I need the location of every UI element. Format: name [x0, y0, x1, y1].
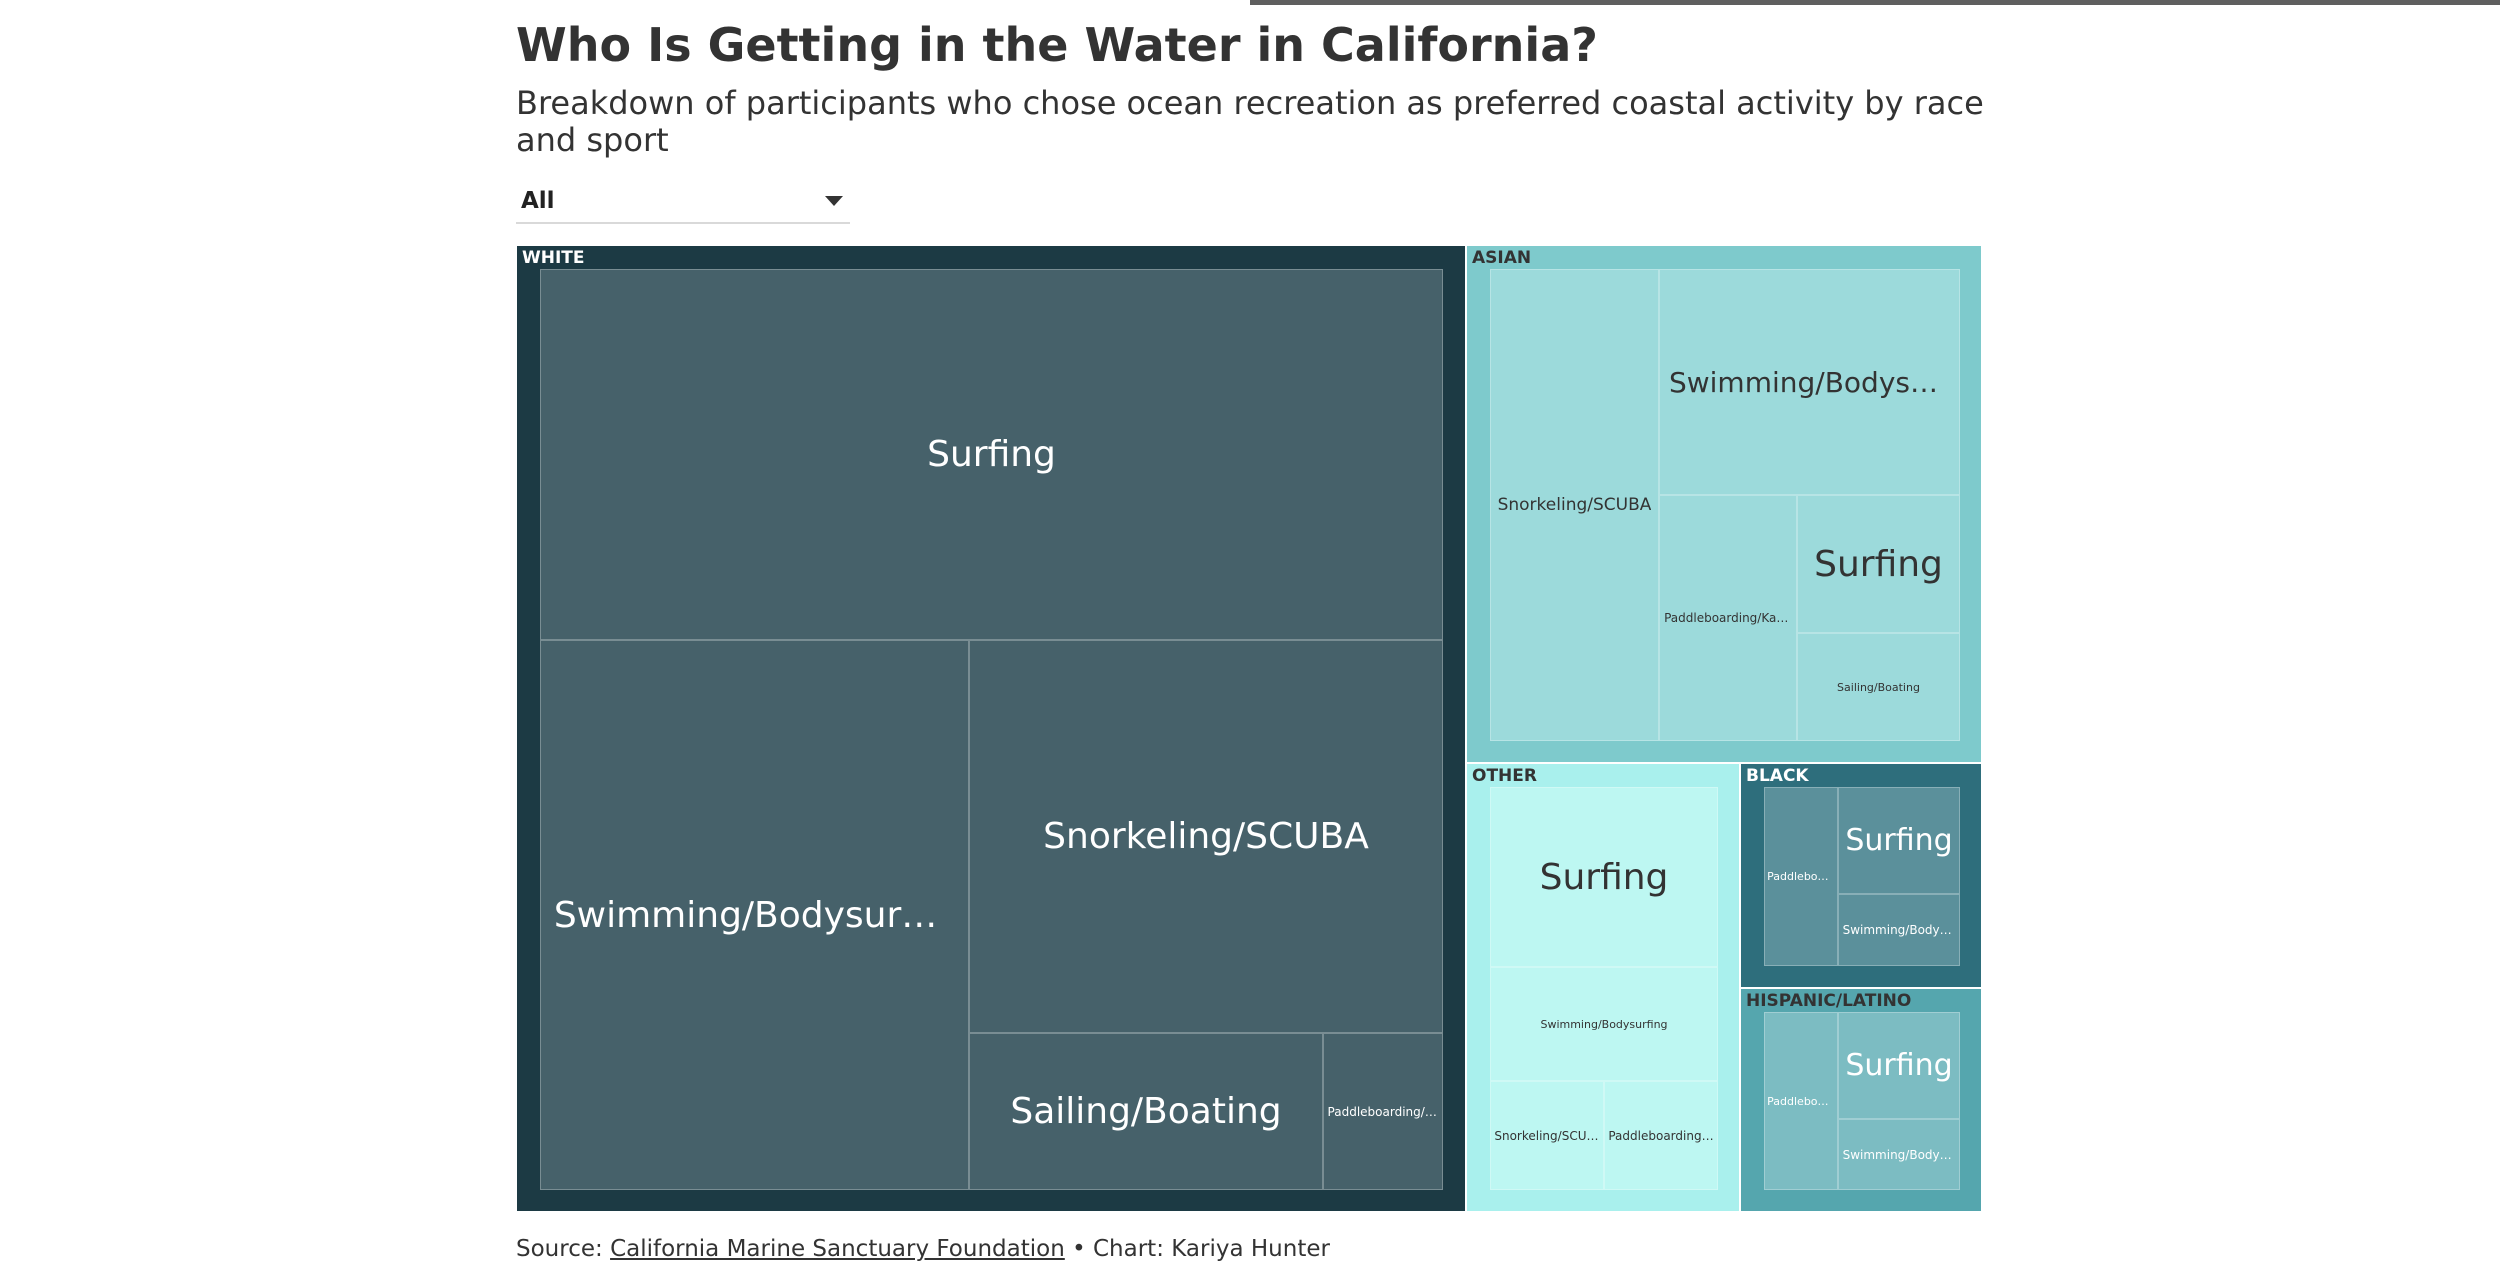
tile-label: Surfing [927, 434, 1056, 475]
tile-label: Paddleboarding/Kayaking [1608, 1128, 1714, 1143]
group-label: Other [1472, 766, 1537, 786]
treemap-group-hispanic-latino: Hispanic/Latino Paddleboarding/Kayaking Su… [1740, 988, 1982, 1212]
treemap-tile-snorkeling-scuba[interactable]: Snorkeling/SCUBA [1490, 269, 1659, 741]
treemap-tile-swimming-bodysurfing[interactable]: Swimming/Bodysurfing [1659, 269, 1960, 495]
top-divider [1250, 0, 2500, 5]
tile-label: Swimming/Bodysurfing [553, 894, 956, 936]
tile-label: Snorkeling/SCUBA [1043, 816, 1369, 857]
tile-label: Paddleboarding/Kayaking [1767, 870, 1835, 883]
tile-label: Sailing/Boating [1837, 680, 1920, 694]
treemap-group-asian: Asian Snorkeling/SCUBA Swimming/Bodysurfin… [1466, 245, 1982, 763]
tile-label: Swimming/Bodysurfing [1668, 365, 1950, 399]
treemap-group-other: Other Surfing Swimming/Bodysurfing Snorkeli… [1466, 763, 1740, 1212]
treemap-tile-paddleboarding-kayaking[interactable]: Paddleboarding/Kayaking [1323, 1033, 1443, 1190]
race-filter-dropdown[interactable]: All [516, 182, 850, 224]
tile-label: Snorkeling/SCUBA [1494, 1128, 1600, 1143]
treemap-tile-swimming-bodysurfing[interactable]: Swimming/Bodysurfing [1838, 1119, 1960, 1190]
tile-label: Paddleboarding/Kayaking [1767, 1094, 1835, 1108]
treemap-tile-paddleboarding-kayaking[interactable]: Paddleboarding/Kayaking [1764, 787, 1838, 966]
treemap-tile-surfing[interactable]: Surfing [1838, 787, 1960, 894]
tile-label: Surfing [1845, 1048, 1953, 1083]
treemap-tile-surfing[interactable]: Surfing [1490, 787, 1718, 967]
treemap-chart: White Surfing Swimming/Bodysurfing Snorkeli… [516, 245, 1982, 1212]
group-label: White [522, 248, 585, 268]
treemap-tile-paddleboarding-kayaking[interactable]: Paddleboarding/Kayaking [1764, 1012, 1838, 1190]
tile-label: Paddleboarding/Kayaking [1327, 1104, 1439, 1119]
source-note: Source: California Marine Sanctuary Foun… [516, 1236, 1330, 1262]
dropdown-selected-value: All [521, 188, 555, 214]
source-prefix: Source: [516, 1236, 611, 1262]
treemap-tile-surfing[interactable]: Surfing [540, 269, 1443, 640]
treemap-tile-snorkeling-scuba[interactable]: Snorkeling/SCUBA [1490, 1081, 1604, 1190]
treemap-tile-paddleboarding-kayaking[interactable]: Paddleboarding/Kayaking [1659, 495, 1797, 741]
treemap-tile-swimming-bodysurfing[interactable]: Swimming/Bodysurfing [1490, 967, 1718, 1081]
treemap-tile-sailing-boating[interactable]: Sailing/Boating [1797, 633, 1960, 741]
tile-label: Swimming/Bodysurfing [1540, 1017, 1668, 1031]
group-label: Black [1746, 766, 1809, 786]
tile-label: Swimming/Bodysurfing [1842, 923, 1956, 937]
chart-title: Who Is Getting in the Water in Californi… [516, 18, 1598, 72]
tile-label: Snorkeling/SCUBA [1497, 495, 1652, 515]
treemap-tile-surfing[interactable]: Surfing [1797, 495, 1960, 633]
treemap-tile-surfing[interactable]: Surfing [1838, 1012, 1960, 1119]
group-label: Asian [1472, 248, 1532, 268]
tile-label: Sailing/Boating [1010, 1091, 1282, 1132]
chart-credit: • Chart: Kariya Hunter [1064, 1236, 1330, 1262]
treemap-tile-snorkeling-scuba[interactable]: Snorkeling/SCUBA [969, 640, 1443, 1033]
treemap-tile-sailing-boating[interactable]: Sailing/Boating [969, 1033, 1323, 1190]
source-link[interactable]: California Marine Sanctuary Foundation [610, 1236, 1065, 1262]
treemap-tile-swimming-bodysurfing[interactable]: Swimming/Bodysurfing [540, 640, 969, 1190]
treemap-tile-swimming-bodysurfing[interactable]: Swimming/Bodysurfing [1838, 894, 1960, 966]
tile-label: Surfing [1814, 543, 1943, 585]
tile-label: Surfing [1845, 823, 1953, 858]
chart-subtitle: Breakdown of participants who chose ocea… [516, 84, 1984, 159]
tile-label: Surfing [1539, 856, 1669, 898]
treemap-group-white: White Surfing Swimming/Bodysurfing Snorkeli… [516, 245, 1466, 1212]
tile-label: Paddleboarding/Kayaking [1664, 611, 1792, 625]
chevron-down-icon [825, 196, 843, 206]
treemap-tile-paddleboarding-kayaking[interactable]: Paddleboarding/Kayaking [1604, 1081, 1718, 1190]
group-label: Hispanic/Latino [1746, 991, 1912, 1011]
tile-label: Swimming/Bodysurfing [1842, 1147, 1956, 1162]
treemap-group-black: Black Paddleboarding/Kayaking Surfing Swimm… [1740, 763, 1982, 988]
